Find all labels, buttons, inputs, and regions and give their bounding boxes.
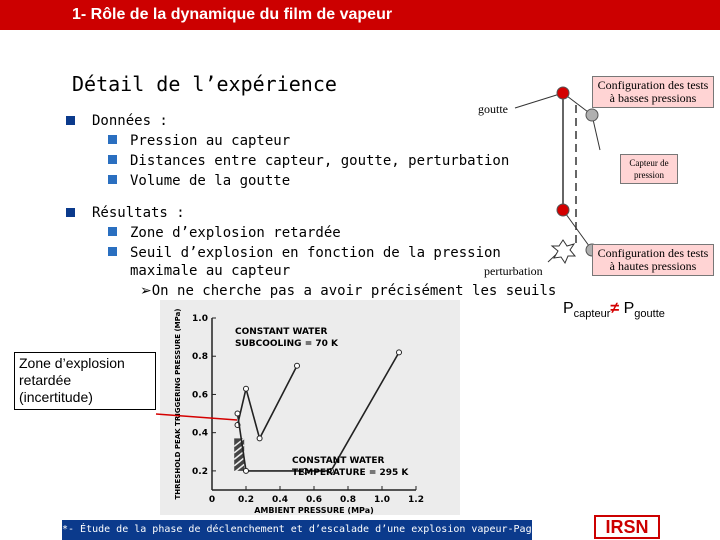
chart-data-point: [302, 467, 309, 474]
donnees-item: Pression au capteur: [130, 133, 291, 149]
title-bar: 1- Rôle de la dynamique du film de vapeu…: [0, 0, 720, 30]
chart-x-axis-label: AMBIENT PRESSURE (MPa): [254, 506, 374, 515]
label-perturbation: perturbation: [484, 264, 543, 278]
chart-background: [160, 300, 460, 515]
resultats-conclusion: ➢On ne cherche pas a avoir précisément l…: [140, 283, 557, 299]
footer-text: *- Étude de la phase de déclenchement et…: [62, 524, 532, 535]
section-title: Détail de l’expérience: [72, 72, 337, 96]
donnees-item: Distances entre capteur, goutte, perturb…: [130, 153, 510, 169]
resultats-item-continuation: maximale au capteur: [130, 263, 291, 279]
chart-x-tick-label: 0.2: [238, 495, 254, 505]
chart-x-tick-label: 0: [209, 495, 215, 505]
bullet-square-icon: [66, 116, 75, 125]
hatch-stroke: [233, 437, 245, 447]
bullet-square-icon: [108, 155, 117, 164]
irsn-logo: IRSN: [594, 515, 660, 539]
explosion-burst-icon: [550, 239, 577, 265]
chart-x-tick-label: 0.4: [272, 495, 288, 505]
chart-x-tick-label: 1.0: [374, 495, 390, 505]
resultats-item: Zone d’explosion retardée: [130, 225, 341, 241]
chart-data-point: [243, 385, 249, 392]
chart-y-tick-label: 0.6: [192, 390, 208, 400]
chart-x-tick-label: 0.8: [340, 495, 356, 505]
chart-data-point: [294, 362, 300, 369]
threshold-pressure-chart: 0 0.2 0.4 0.6 0.8 1.0 1.20.20.40.60.81.0AMBIEN…: [160, 300, 460, 515]
bullet-square-icon: [108, 247, 117, 256]
config-low-box: Configuration des tests à basses pressio…: [592, 76, 714, 108]
chart-annotation: CONSTANT WATER: [235, 327, 328, 337]
config-high-box: Configuration des tests à hautes pressio…: [592, 244, 714, 276]
chart-data-point: [256, 435, 263, 442]
donnees-item: Volume de la goutte: [130, 173, 291, 189]
chart-data-point: [243, 467, 249, 474]
chart-x-tick-label: 0.6: [306, 495, 322, 505]
chart-data-point: [328, 467, 334, 474]
bullet-square-icon: [108, 227, 117, 236]
resultats-label: Résultats :: [92, 205, 185, 221]
droplet-icon: [556, 203, 570, 217]
chart-series-line: [236, 365, 298, 441]
connector-line: [514, 92, 564, 109]
hatch-stroke: [233, 463, 245, 473]
chart-annotation: TEMPERATURE = 295 K: [292, 468, 409, 478]
connector-line: [562, 209, 593, 251]
pressure-formula: Pcapteur≠ Pgoutte: [563, 300, 665, 321]
capteur-box: Capteur de pression: [620, 154, 678, 184]
label-goutte: goutte: [478, 102, 508, 116]
chart-data-point: [396, 349, 402, 356]
chart-annotation: SUBCOOLING = 70 K: [235, 339, 339, 349]
chart-y-axis-label: THRESHOLD PEAK TRIGGERING PRESSURE (MPa): [174, 308, 182, 499]
bullet-square-icon: [108, 175, 117, 184]
chart-x-tick-label: 1.2: [408, 495, 424, 505]
donnees-label: Données :: [92, 113, 168, 129]
slide-title: 1- Rôle de la dynamique du film de vapeu…: [72, 6, 393, 23]
hatch-stroke: [233, 457, 245, 467]
zone-pointer-line: [155, 413, 238, 421]
bullet-square-icon: [108, 135, 117, 144]
chart-y-tick-label: 1.0: [192, 314, 208, 324]
footer-bar: *- Étude de la phase de déclenchement et…: [62, 520, 532, 540]
resultats-item: Seuil d’explosion en fonction de la pres…: [130, 245, 501, 261]
bullet-square-icon: [66, 208, 75, 217]
arrow-bullet-icon: ➢: [140, 283, 152, 299]
zone-callout: Zone d’explosion retardée (incertitude): [14, 352, 156, 410]
chart-annotation: CONSTANT WATER: [292, 456, 385, 466]
chart-y-tick-label: 0.4: [192, 429, 208, 439]
chart-data-point: [234, 410, 241, 417]
chart-y-tick-label: 0.2: [192, 467, 208, 477]
sensor-icon: [585, 108, 599, 122]
droplet-icon: [556, 86, 570, 100]
chart-y-tick-label: 0.8: [192, 352, 208, 362]
